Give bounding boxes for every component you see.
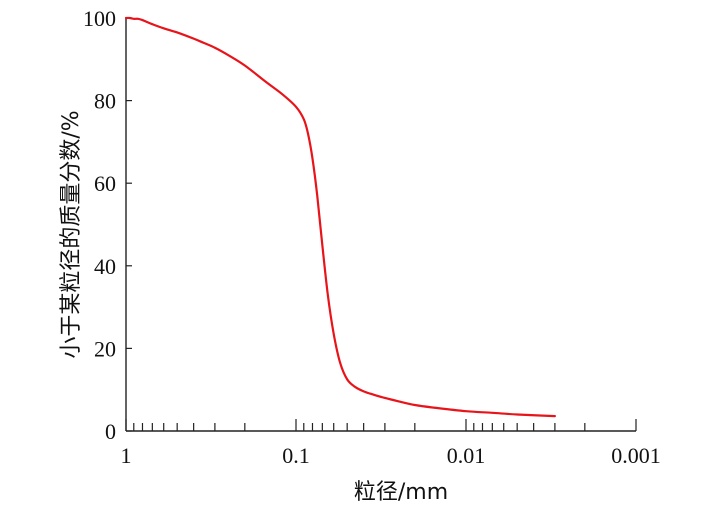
data-point xyxy=(265,81,267,83)
data-point xyxy=(311,157,314,160)
y-ticks: 0 20 40 60 80 100 xyxy=(83,6,132,444)
data-point xyxy=(354,386,356,388)
x-ticks: 1 0.1 0.01 0.001 xyxy=(121,419,661,468)
data-point xyxy=(281,93,284,96)
data-point xyxy=(227,54,229,56)
data-point xyxy=(307,133,309,135)
y-tick-label: 60 xyxy=(94,171,116,196)
data-point xyxy=(295,106,297,108)
data-point xyxy=(384,397,386,399)
data-point xyxy=(303,118,305,120)
data-point xyxy=(414,404,416,406)
y-tick-label: 40 xyxy=(94,254,116,279)
data-point xyxy=(491,412,493,414)
data-point xyxy=(133,18,135,20)
data-point xyxy=(137,18,139,20)
data-point xyxy=(176,31,178,34)
data-point xyxy=(339,362,341,364)
data-point xyxy=(193,38,195,40)
y-tick-label: 0 xyxy=(105,419,116,444)
x-tick-label: 1 xyxy=(121,443,132,468)
data-point xyxy=(327,294,329,296)
data-point xyxy=(214,47,216,49)
series-layer xyxy=(124,16,556,418)
data-point xyxy=(316,194,318,197)
y-tick-label: 100 xyxy=(83,6,116,31)
y-axis-title: 小于某粒径的质量分数/% xyxy=(59,110,84,358)
x-tick-label: 0.1 xyxy=(282,443,310,468)
data-point xyxy=(516,413,518,416)
data-point xyxy=(346,378,348,380)
axes xyxy=(125,18,636,432)
y-tick-label: 80 xyxy=(94,89,116,114)
data-point xyxy=(465,410,467,412)
data-point xyxy=(129,17,131,19)
data-point xyxy=(163,27,165,29)
data-point xyxy=(372,394,375,396)
data-point xyxy=(435,407,437,409)
data-point xyxy=(397,400,399,402)
y-tick-label: 20 xyxy=(94,336,116,361)
x-tick-label: 0.001 xyxy=(611,443,661,468)
data-point xyxy=(363,390,365,392)
series-line xyxy=(124,16,556,418)
x-tick-label: 0.01 xyxy=(447,443,486,468)
data-point xyxy=(321,244,323,246)
data-point xyxy=(151,23,153,25)
data-point xyxy=(333,333,335,335)
data-point xyxy=(146,21,148,23)
data-point xyxy=(244,64,246,67)
x-axis-title: 粒径/mm xyxy=(354,480,448,505)
data-point xyxy=(125,17,127,19)
data-point xyxy=(202,42,205,44)
data-point xyxy=(554,415,556,417)
data-point xyxy=(141,19,144,21)
